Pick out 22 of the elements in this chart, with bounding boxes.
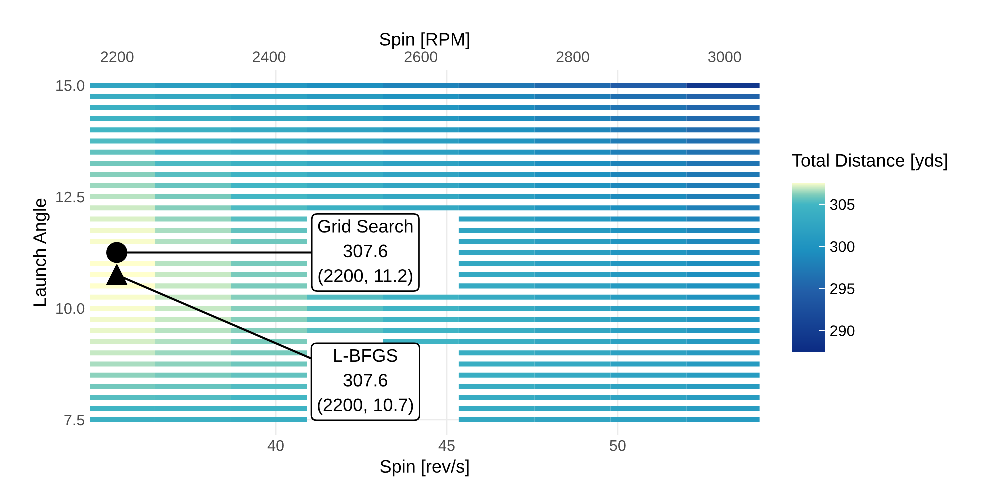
annotation: Grid Search 307.6 (2200, 11.2) bbox=[318, 220, 413, 286]
color-bar-label: 305 bbox=[830, 199, 855, 210]
y-tick-label: 7.5 bbox=[64, 414, 85, 426]
x2-tick-label: 2200 bbox=[101, 52, 134, 62]
color-bar-label: 295 bbox=[830, 284, 855, 294]
y-axis-title: Launch Angle bbox=[33, 198, 50, 306]
color-bar-label: 300 bbox=[830, 241, 855, 252]
x2-tick-label: 3000 bbox=[708, 52, 742, 62]
color-bar-label: 290 bbox=[830, 326, 855, 336]
y-tick-label: 12.5 bbox=[56, 192, 85, 203]
x-tick-label: 50 bbox=[610, 440, 626, 452]
x-tick-label: 45 bbox=[438, 440, 455, 452]
x-tick-label: 40 bbox=[268, 440, 284, 452]
y-tick-label: 15.0 bbox=[56, 80, 85, 92]
annotation: L-BFGS 307.6 (2200, 10.7) bbox=[318, 349, 414, 416]
x2-tick-label: 2600 bbox=[404, 52, 438, 62]
y-tick-label: 10.0 bbox=[56, 303, 85, 314]
x2-tick-label: 2400 bbox=[253, 52, 286, 62]
color-bar-title: Total Distance [yds] bbox=[792, 154, 948, 171]
x-axis-title: Spin [rev/s] bbox=[380, 460, 469, 477]
x2-tick-label: 2800 bbox=[556, 52, 590, 62]
x2-axis-title: Spin [RPM] bbox=[380, 32, 470, 50]
